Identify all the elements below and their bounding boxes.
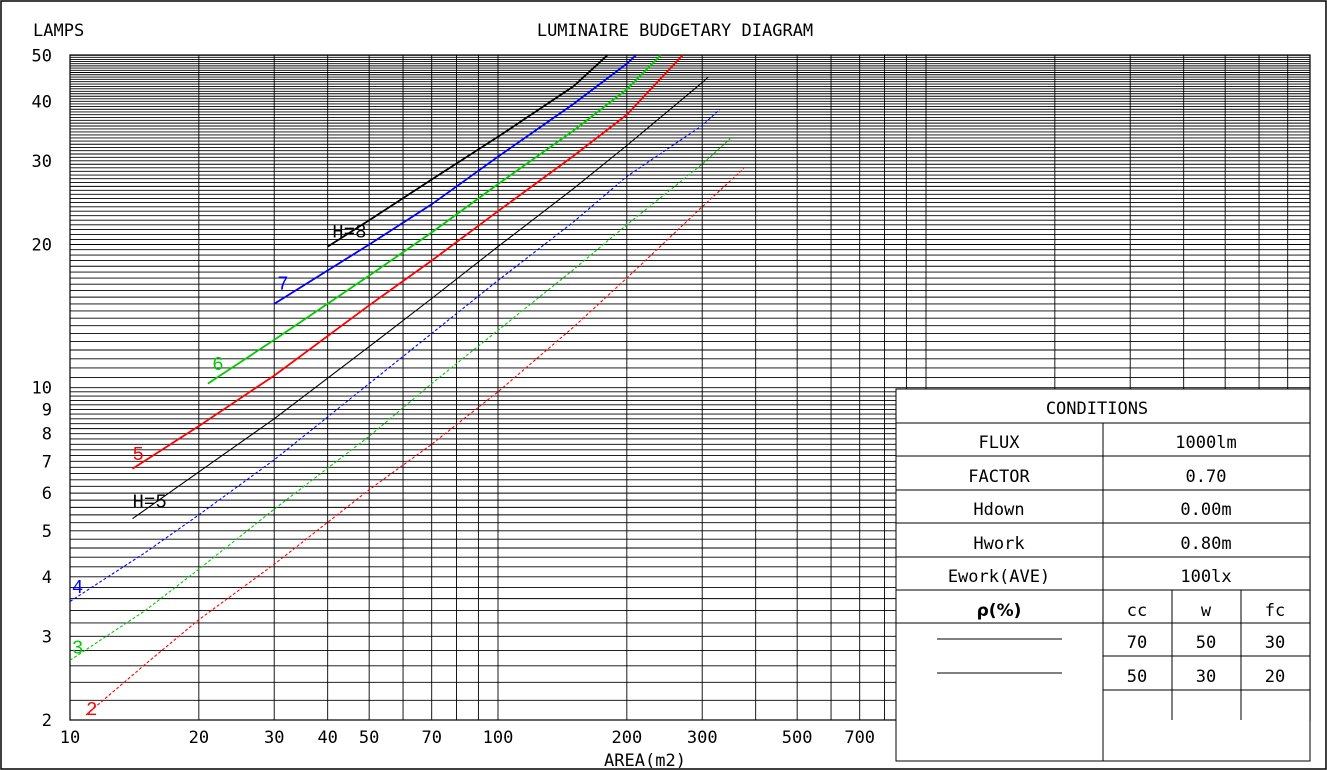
y-tick-label: 3 [42, 627, 52, 647]
y-tick-label: 6 [42, 484, 52, 504]
rho-row-2-fc: 20 [1265, 667, 1285, 687]
condition-value-hdown: 0.00m [1180, 500, 1231, 520]
y-tick-label: 40 [32, 92, 52, 112]
condition-label-factor: FACTOR [968, 467, 1030, 487]
y-tick-label: 7 [42, 452, 52, 472]
x-tick-label: 30 [264, 728, 284, 748]
condition-label-hdown: Hdown [973, 500, 1024, 520]
rho-row-2-cc: 50 [1127, 667, 1147, 687]
series-line-6 [207, 54, 662, 385]
x-tick-label: 200 [611, 728, 642, 748]
condition-label-flux: FLUX [979, 433, 1021, 453]
series-line-h-5 [132, 76, 709, 520]
condition-value-ework: 100lx [1180, 567, 1231, 587]
condition-value-factor: 0.70 [1186, 467, 1227, 487]
y-tick-label: 8 [42, 425, 52, 445]
y-tick-label: 2 [42, 711, 52, 731]
series-line-h-8 [327, 54, 608, 248]
condition-value-hwork: 0.80m [1180, 534, 1231, 554]
series-label-5: 5 [133, 444, 144, 466]
condition-label-ework: Ework(AVE) [948, 567, 1050, 587]
series-label-3: 3 [72, 637, 83, 659]
conditions-table: CONDITIONS FLUX 1000lm FACTOR 0.70 Hdown… [895, 388, 1311, 762]
y-tick-label: 10 [32, 379, 52, 399]
rho-row-1-w: 50 [1196, 633, 1216, 653]
series-label-h-8: H=8 [332, 221, 366, 243]
x-tick-label: 500 [782, 728, 813, 748]
condition-value-flux: 1000lm [1175, 433, 1236, 453]
rho-col-cc: cc [1127, 601, 1147, 621]
rho-row-1-cc: 70 [1127, 633, 1147, 653]
series-label-6: 6 [212, 354, 223, 376]
series-label-4: 4 [72, 577, 83, 599]
rho-row-2-w: 30 [1196, 667, 1216, 687]
y-tick-label: 5 [42, 522, 52, 542]
y-tick-label: 20 [32, 236, 52, 256]
y-axis-label: LAMPS [33, 21, 84, 41]
x-tick-label: 10 [60, 728, 80, 748]
series-layer: 2 3 4 H=5 5 6 7 H=8 [69, 54, 745, 721]
y-tick-label: 30 [32, 152, 52, 172]
x-tick-label: 70 [421, 728, 441, 748]
x-tick-label: 40 [317, 728, 337, 748]
conditions-table-header: CONDITIONS [1046, 399, 1148, 419]
rho-row-1-fc: 30 [1265, 633, 1285, 653]
chart-title: LUMINAIRE BUDGETARY DIAGRAM [537, 21, 813, 41]
series-line-2 [85, 168, 745, 716]
rho-col-fc: fc [1265, 601, 1285, 621]
series-label-2: 2 [86, 699, 97, 721]
y-tick-label: 4 [42, 568, 52, 588]
series-line-3 [69, 137, 732, 661]
y-tick-label: 50 [32, 46, 52, 66]
y-tick-label: 9 [42, 400, 52, 420]
x-tick-label: 300 [687, 728, 718, 748]
x-tick-label: 700 [844, 728, 875, 748]
series-line-7 [273, 54, 637, 305]
grid-layer [69, 54, 1311, 721]
x-axis-label: AREA(m2) [604, 751, 686, 770]
series-line-5 [132, 54, 684, 470]
series-label-7: 7 [277, 273, 288, 295]
rho-col-w: w [1201, 601, 1212, 621]
x-tick-label: 20 [189, 728, 209, 748]
series-line-4 [69, 108, 721, 602]
series-label-h-5: H=5 [133, 491, 167, 513]
condition-label-hwork: Hwork [973, 534, 1024, 554]
rho-label: ρ(%) [977, 601, 1022, 621]
x-tick-label: 100 [483, 728, 514, 748]
x-tick-label: 50 [359, 728, 379, 748]
